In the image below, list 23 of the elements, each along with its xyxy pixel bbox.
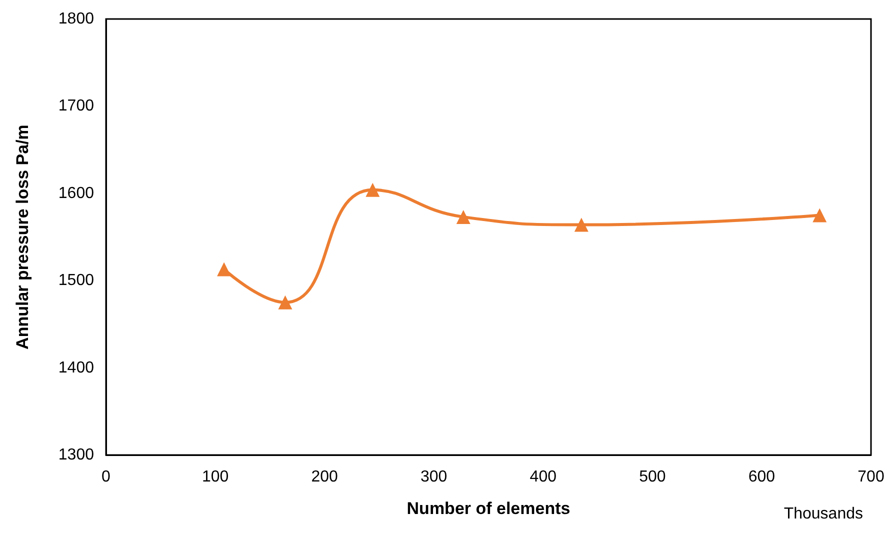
y-tick-label: 1800: [58, 10, 94, 28]
y-tick-label: 1700: [58, 98, 94, 115]
x-axis-title: Number of elements: [406, 499, 570, 518]
x-tick-label: 0: [102, 468, 111, 486]
point: [217, 262, 232, 276]
y-tick-label: 1300: [58, 446, 94, 464]
point: [366, 182, 380, 197]
x-tick-label: 100: [202, 468, 229, 486]
point: [574, 218, 588, 232]
point: [278, 295, 292, 310]
y-tick-label: 1600: [58, 184, 94, 202]
y-tick-label: 1500: [58, 272, 94, 290]
x-tick-label: 500: [639, 468, 666, 486]
point: [456, 210, 470, 224]
x-tick-label: 200: [311, 468, 338, 486]
point: [812, 208, 827, 222]
x-tick-label: 700: [858, 468, 884, 486]
text: Thousands: [784, 506, 864, 522]
x-tick-label: 400: [530, 468, 557, 486]
x-tick-label: 600: [748, 468, 776, 486]
x-tick-label: 300: [420, 468, 448, 486]
y-axis-title: Annular pressure loss Pa/m: [13, 124, 32, 350]
y-tick-label: 1400: [58, 359, 94, 376]
